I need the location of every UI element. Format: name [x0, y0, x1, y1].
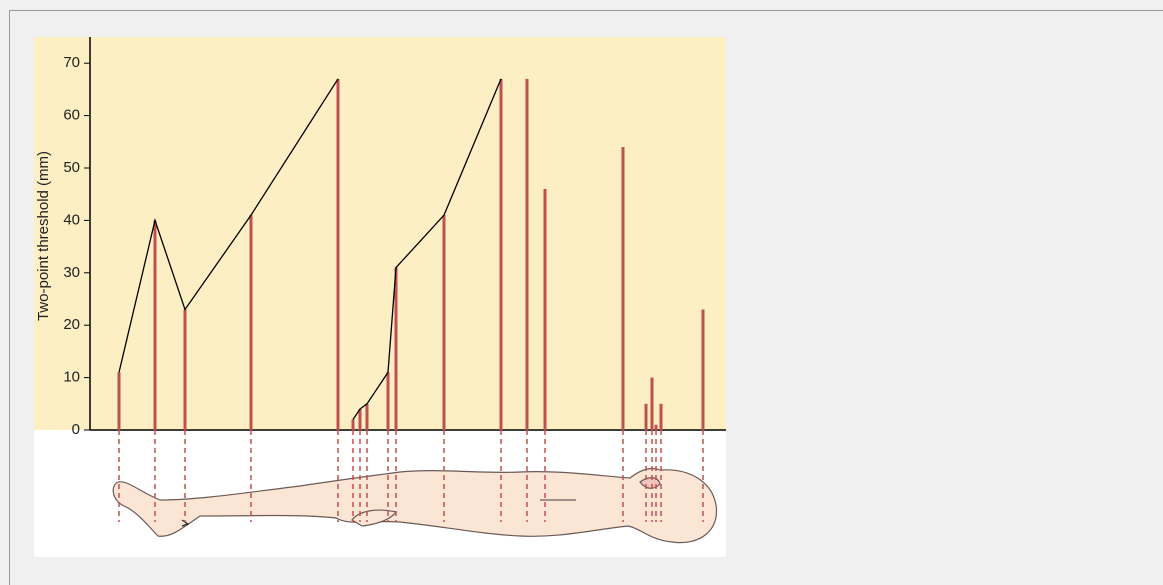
bar: [365, 403, 369, 430]
bar: [351, 419, 355, 430]
bar: [543, 188, 547, 430]
bar: [701, 309, 705, 430]
bar: [249, 215, 253, 430]
y-tick-label: 40: [63, 211, 80, 228]
y-tick-label: 20: [63, 316, 80, 333]
y-axis-label: Two-point threshold (mm): [35, 151, 52, 321]
bar: [442, 215, 446, 430]
y-tick-label: 10: [63, 369, 80, 386]
threshold-line: [352, 78, 502, 420]
bar: [153, 220, 157, 430]
bar: [386, 372, 390, 430]
bar: [394, 267, 398, 430]
bar: [659, 403, 663, 430]
y-tick-label: 60: [63, 107, 80, 124]
bar: [117, 372, 121, 430]
bar: [644, 403, 648, 430]
bar: [183, 309, 187, 430]
threshold-line: [118, 78, 339, 373]
bar: [650, 377, 654, 430]
y-tick-label: 70: [63, 54, 80, 71]
y-tick-label: 30: [63, 264, 80, 281]
bar: [621, 147, 625, 431]
bar: [525, 78, 529, 431]
plot-area: [34, 37, 726, 430]
bar: [654, 424, 658, 430]
y-tick-label: 0: [72, 421, 80, 438]
y-tick-label: 50: [63, 159, 80, 176]
bar: [336, 78, 340, 431]
bar: [499, 78, 503, 431]
bar: [358, 409, 362, 430]
